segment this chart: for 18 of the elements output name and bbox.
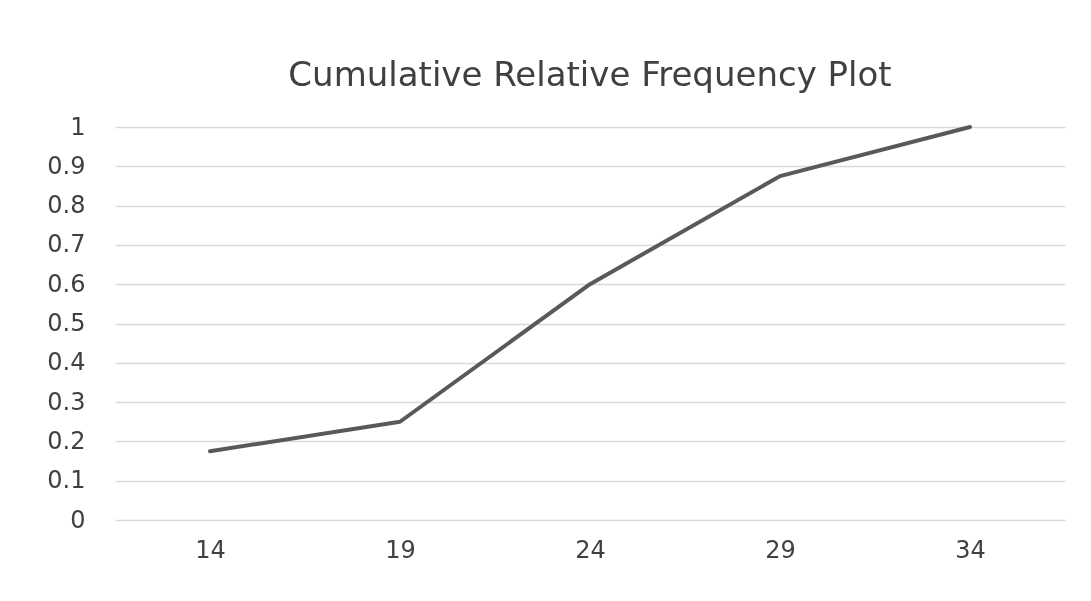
y-tick-label: 0.5 <box>47 309 86 337</box>
chart-title: Cumulative Relative Frequency Plot <box>288 54 892 94</box>
y-tick-label: 0.2 <box>47 426 86 455</box>
x-tick-label: 34 <box>955 535 986 564</box>
x-tick-label: 29 <box>765 535 796 564</box>
y-tick-label: 1 <box>70 112 86 141</box>
y-tick-label: 0.4 <box>47 348 86 377</box>
x-tick-label: 24 <box>575 535 606 564</box>
y-tick-label: 0.1 <box>47 466 86 495</box>
x-tick-label: 14 <box>195 535 226 564</box>
y-tick-label: 0.7 <box>47 230 86 259</box>
line-series <box>208 125 972 454</box>
y-tick-label: 0.9 <box>47 151 86 180</box>
y-tick-label: 0 <box>70 505 86 534</box>
y-tick-label: 0.3 <box>47 387 86 416</box>
y-tick-label: 0.6 <box>47 269 86 298</box>
x-tick-label: 19 <box>385 535 416 564</box>
y-tick-label: 0.8 <box>47 191 86 220</box>
